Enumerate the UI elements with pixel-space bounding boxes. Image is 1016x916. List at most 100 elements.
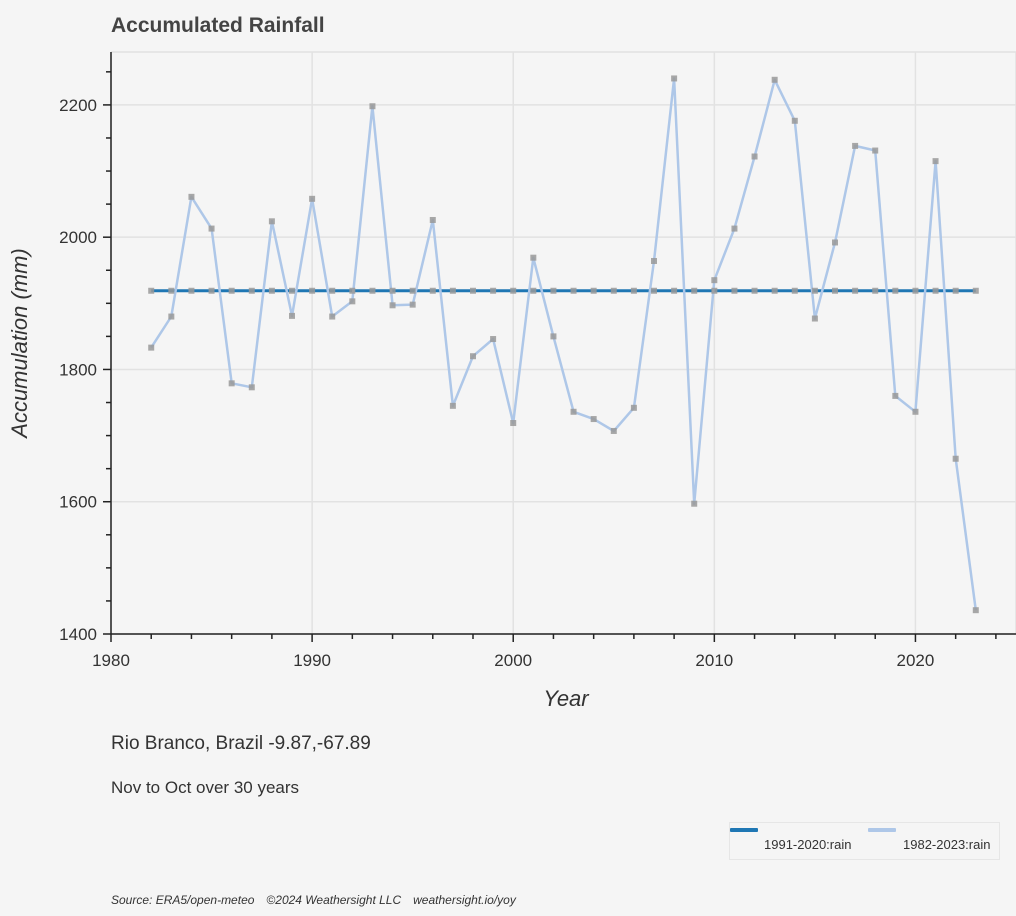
data-point-yearly <box>872 147 879 154</box>
data-point-yearly <box>972 607 979 614</box>
footer-copyright: ©2024 Weathersight LLC <box>266 893 402 907</box>
axes <box>103 52 1016 642</box>
x-tick-label: 2020 <box>897 651 935 670</box>
data-point-yearly <box>510 420 517 427</box>
data-point-normal <box>671 287 678 294</box>
data-point-yearly <box>470 353 476 360</box>
data-point-normal <box>932 287 939 294</box>
data-point-normal <box>188 287 195 294</box>
data-point-yearly <box>671 75 678 82</box>
data-point-normal <box>409 287 416 294</box>
data-point-yearly <box>168 313 175 320</box>
legend: 1991-2020:rain 1982-2023:rain <box>729 822 1000 860</box>
y-axis-label: Accumulation (mm) <box>7 248 32 439</box>
axis-labels: 1400 1600 1800 2000 2200 1980 1990 2000 2010 2020… <box>7 96 934 711</box>
data-point-yearly <box>409 301 416 308</box>
x-tick-label: 2010 <box>695 651 733 670</box>
legend-label-yearly: 1982-2023:rain <box>903 837 991 852</box>
data-point-yearly <box>771 76 778 83</box>
data-point-normal <box>550 287 557 294</box>
y-tick-label: 2000 <box>59 228 97 247</box>
data-point-normal <box>268 287 275 294</box>
data-point-normal <box>651 287 657 294</box>
data-point-yearly <box>751 153 758 160</box>
data-point-yearly <box>429 216 436 223</box>
legend-item-yearly[interactable]: 1982-2023:rain <box>866 823 1001 861</box>
data-point-normal <box>972 287 979 294</box>
footer-site[interactable]: weathersight.io/yoy <box>413 893 516 907</box>
legend-item-normal[interactable]: 1991-2020:rain <box>730 823 866 861</box>
data-point-yearly <box>188 193 195 200</box>
data-point-yearly <box>630 404 637 411</box>
data-point-normal <box>711 287 718 294</box>
data-point-yearly <box>349 298 356 305</box>
data-point-yearly <box>832 239 838 246</box>
data-point-normal <box>510 287 517 294</box>
data-point-normal <box>691 287 698 294</box>
data-point-normal <box>309 287 316 294</box>
data-point-yearly <box>329 313 336 320</box>
data-point-yearly <box>711 277 718 284</box>
data-point-yearly <box>952 455 959 462</box>
series-line-yearly <box>150 77 978 611</box>
x-tick-label: 2000 <box>494 651 532 670</box>
data-point-normal <box>892 287 899 294</box>
data-point-yearly <box>530 254 537 261</box>
data-point-yearly <box>248 384 255 391</box>
data-point-normal <box>630 287 637 294</box>
data-point-normal <box>228 287 235 294</box>
data-point-yearly <box>691 500 698 507</box>
data-point-yearly <box>932 158 939 165</box>
footer-attribution: Source: ERA5/open-meteo ©2024 Weathersigh… <box>111 893 528 907</box>
data-point-yearly <box>449 402 456 409</box>
data-point-normal <box>791 287 798 294</box>
data-point-yearly <box>912 408 919 415</box>
y-tick-label: 2200 <box>59 96 97 115</box>
data-point-normal <box>389 287 396 294</box>
data-point-normal <box>570 287 577 294</box>
data-point-yearly <box>892 392 899 399</box>
data-point-normal <box>168 287 175 294</box>
grid-lines <box>110 51 1016 635</box>
period-label: Nov to Oct over 30 years <box>111 778 300 797</box>
data-point-yearly <box>389 302 396 309</box>
data-point-normal <box>349 287 356 294</box>
data-point-normal <box>590 287 597 294</box>
data-point-normal <box>530 287 537 294</box>
legend-label-normal: 1991-2020:rain <box>764 837 852 852</box>
data-point-yearly <box>148 344 155 351</box>
data-point-normal <box>208 287 215 294</box>
series-lines <box>150 77 978 611</box>
data-point-normal <box>832 287 838 294</box>
y-tick-label: 1400 <box>59 625 97 644</box>
x-tick-label: 1980 <box>92 651 130 670</box>
data-point-normal <box>248 287 255 294</box>
data-point-yearly <box>550 333 557 340</box>
data-point-yearly <box>852 142 859 149</box>
data-point-normal <box>610 287 617 294</box>
data-point-normal <box>952 287 959 294</box>
data-point-normal <box>852 287 859 294</box>
data-point-normal <box>369 287 376 294</box>
footer-source: Source: ERA5/open-meteo <box>111 893 255 907</box>
data-point-normal <box>148 287 155 294</box>
data-point-normal <box>872 287 879 294</box>
data-point-normal <box>751 287 758 294</box>
data-point-normal <box>429 287 436 294</box>
legend-swatch-yearly <box>868 828 896 832</box>
x-tick-label: 1990 <box>293 651 331 670</box>
data-point-yearly <box>791 117 798 124</box>
data-point-yearly <box>268 218 275 225</box>
data-point-yearly <box>228 380 235 387</box>
data-point-normal <box>771 287 778 294</box>
data-point-normal <box>289 287 295 294</box>
chart-title: Accumulated Rainfall <box>111 14 325 37</box>
data-point-yearly <box>811 315 818 322</box>
location-label: Rio Branco, Brazil -9.87,-67.89 <box>111 733 371 754</box>
data-point-normal <box>329 287 336 294</box>
chart-plot: 1400 1600 1800 2000 2200 1980 1990 2000 2010 2020… <box>7 51 1016 711</box>
data-point-yearly <box>289 312 295 319</box>
data-point-yearly <box>490 336 497 343</box>
data-point-yearly <box>570 408 577 415</box>
data-point-normal <box>490 287 497 294</box>
